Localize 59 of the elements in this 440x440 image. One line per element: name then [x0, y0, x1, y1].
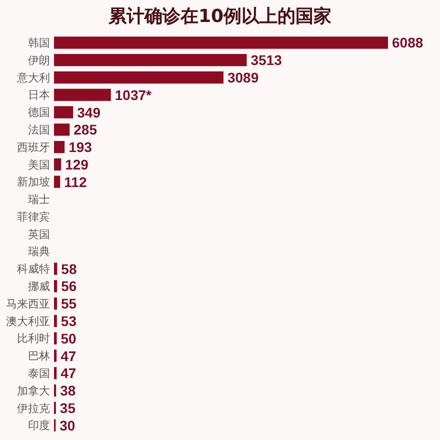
y-tick-label: 巴林	[28, 350, 50, 363]
bar	[54, 36, 388, 49]
data-label: 56	[61, 278, 77, 294]
y-tick-label: 意大利	[16, 71, 50, 84]
y-tick-label: 美国	[28, 158, 50, 172]
data-label: 35	[60, 400, 76, 416]
bar	[54, 314, 57, 328]
data-label: 55	[61, 296, 77, 312]
data-label: 53	[60, 312, 77, 329]
data-label: 38	[60, 382, 76, 399]
bar	[54, 280, 58, 292]
y-tick-label: 伊拉克	[17, 402, 50, 415]
y-tick-label: 英国	[28, 228, 50, 241]
y-tick-label: 德国	[28, 106, 50, 120]
y-tick-label: 挪威	[28, 280, 50, 294]
bar	[54, 332, 57, 344]
data-label: 3513	[250, 52, 282, 68]
y-tick-label: 瑞士	[28, 193, 50, 206]
y-tick-label: 法国	[28, 124, 50, 136]
data-label: 349	[77, 104, 101, 120]
y-tick-label: 瑞典	[28, 245, 50, 258]
data-label: 1037*	[114, 86, 152, 103]
y-tick-label: 菲律宾	[17, 210, 50, 224]
bar	[54, 176, 60, 188]
bar	[54, 297, 58, 310]
bar	[54, 106, 74, 118]
bar	[54, 54, 247, 66]
bar	[54, 350, 57, 362]
data-label: 3089	[227, 70, 259, 86]
y-tick-label: 澳大利亚	[6, 314, 50, 328]
y-tick-label: 伊朗	[28, 54, 50, 67]
y-tick-label: 马来西亚	[6, 297, 50, 310]
y-tick-label: 印度	[28, 419, 50, 432]
y-tick-label: 西班牙	[17, 140, 50, 154]
data-label: 129	[65, 156, 89, 172]
data-label: 6088	[392, 34, 424, 51]
y-tick-label: 科威特	[17, 262, 50, 276]
chart-title: 累计确诊在10例以上的国家	[107, 6, 332, 27]
data-label: 47	[60, 365, 76, 382]
data-label: 30	[60, 417, 76, 434]
data-label: 50	[60, 330, 77, 346]
y-tick-label: 泰国	[28, 366, 50, 380]
bar	[54, 367, 57, 380]
bar	[54, 158, 62, 171]
data-label: 112	[64, 174, 87, 190]
data-label: 58	[61, 260, 77, 277]
y-tick-label: 新加坡	[17, 176, 50, 189]
bar	[54, 140, 65, 154]
data-label: 193	[68, 139, 92, 156]
y-tick-label: 加拿大	[17, 384, 50, 398]
bar	[54, 124, 70, 136]
bar	[54, 262, 58, 275]
y-tick-label: 日本	[28, 88, 50, 102]
data-label: 47	[60, 348, 76, 364]
data-label: 285	[74, 122, 98, 138]
y-tick-label: 比利时	[17, 332, 50, 346]
bar	[54, 88, 111, 101]
y-tick-label: 韩国	[28, 36, 50, 50]
bar	[54, 71, 224, 84]
